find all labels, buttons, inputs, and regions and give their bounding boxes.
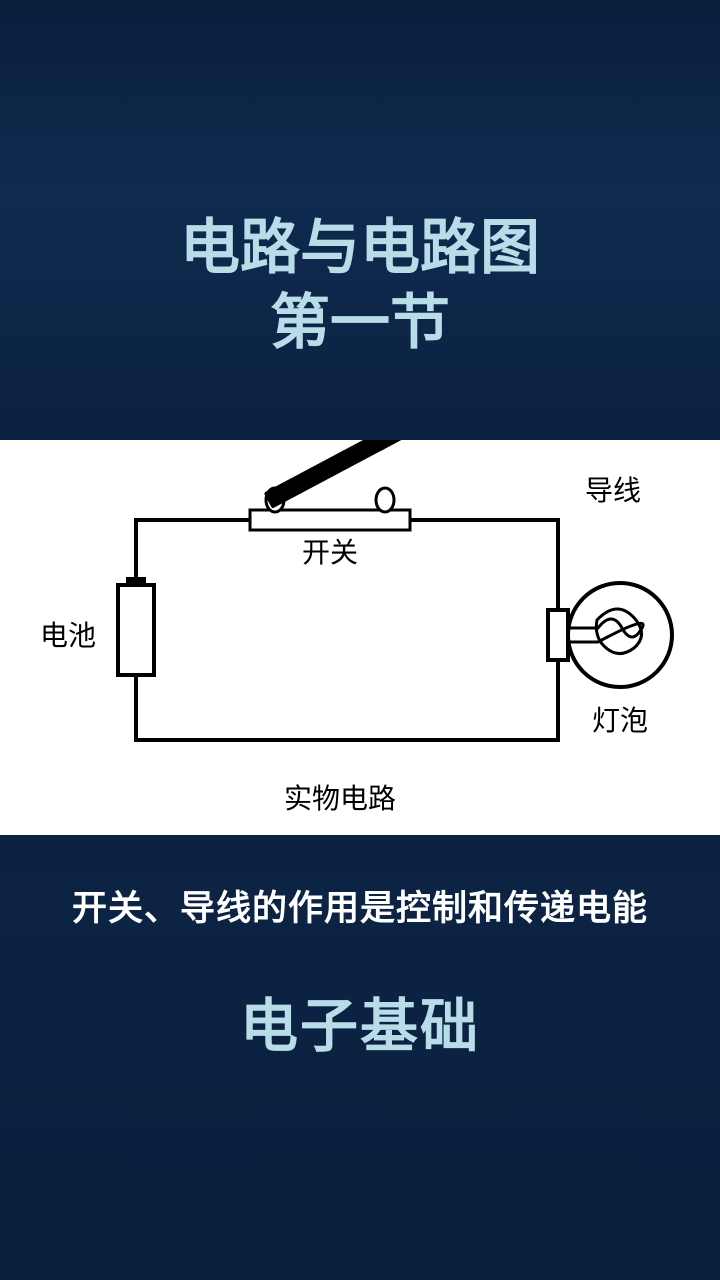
caption-block: 开关、导线的作用是控制和传递电能 电子基础 (0, 880, 720, 1063)
bulb-icon (568, 583, 672, 687)
circuit-diagram-panel: 电池 开关 导线 灯泡 实物电路 (0, 440, 720, 835)
title-line-1: 电路与电路图 (0, 210, 720, 285)
circuit-svg: 电池 开关 导线 灯泡 实物电路 (0, 440, 720, 835)
battery-icon (118, 577, 154, 675)
label-bulb: 灯泡 (592, 705, 648, 737)
label-battery: 电池 (40, 620, 96, 652)
label-switch: 开关 (302, 537, 358, 569)
label-wire: 导线 (585, 475, 641, 507)
title-line-2: 第一节 (0, 285, 720, 360)
switch-icon (250, 440, 435, 530)
label-bottom: 实物电路 (284, 783, 396, 815)
title-block: 电路与电路图 第一节 (0, 0, 720, 360)
caption-description: 开关、导线的作用是控制和传递电能 (0, 880, 720, 931)
bulb-socket (548, 610, 568, 660)
caption-category: 电子基础 (0, 979, 720, 1063)
